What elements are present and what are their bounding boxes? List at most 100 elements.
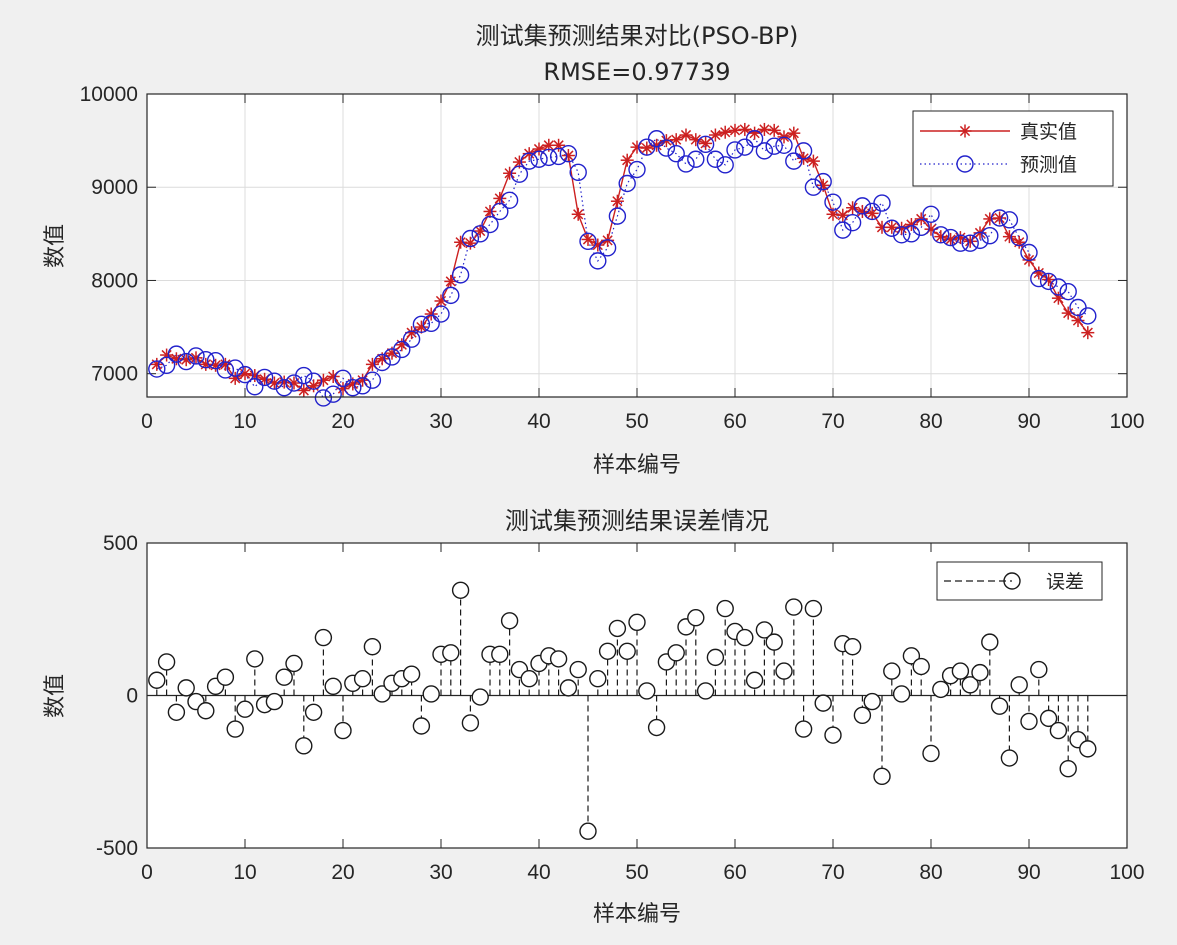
- actual-point: [356, 373, 370, 387]
- predicted-point: [461, 229, 480, 248]
- error-point: [873, 767, 891, 786]
- predicted-point: [922, 205, 940, 223]
- error-point: [422, 685, 440, 703]
- predicted-point: [667, 144, 685, 163]
- error-point: [1030, 660, 1048, 679]
- predicted-point: [491, 202, 509, 221]
- asterisk-stroke: [749, 128, 760, 139]
- predicted-point: [1000, 211, 1019, 229]
- error-point: [628, 613, 646, 631]
- error-x-axis-label: 样本编号: [593, 902, 681, 927]
- predicted-point: [608, 207, 627, 225]
- predicted-point: [1079, 307, 1097, 325]
- asterisk-stroke: [1072, 315, 1084, 326]
- actual-point: [1002, 230, 1016, 244]
- x-tick-label: 60: [723, 861, 746, 884]
- y-tick-label: 0: [126, 685, 138, 708]
- asterisk-stroke: [220, 359, 231, 370]
- predicted-point: [334, 369, 352, 388]
- actual-point: [620, 153, 634, 167]
- error-point: [148, 671, 166, 689]
- x-tick-label: 100: [1109, 861, 1144, 884]
- legend-label-predicted: 预测值: [1020, 154, 1077, 176]
- plot-frame: [146, 93, 1128, 398]
- asterisk-stroke: [514, 156, 525, 168]
- actual-point: [630, 140, 644, 154]
- error-point: [824, 726, 842, 744]
- error-point: [706, 648, 725, 667]
- x-tick-label: 30: [429, 410, 452, 433]
- predicted-point: [540, 148, 558, 167]
- error-chart-title: 测试集预测结果误差情况: [505, 507, 769, 535]
- predicted-point: [932, 226, 950, 244]
- error-point: [295, 737, 313, 755]
- predicted-point: [442, 286, 460, 305]
- error-point: [285, 654, 303, 673]
- predicted-point: [471, 225, 489, 243]
- predicted-point: [883, 219, 901, 237]
- predicted-point: [275, 378, 293, 397]
- x-tick-label: 40: [527, 861, 550, 884]
- asterisk-stroke: [416, 321, 427, 333]
- asterisk-stroke: [827, 209, 839, 220]
- actual-point: [679, 128, 693, 142]
- x-axis-label: 样本编号: [593, 453, 681, 478]
- legend-box: [912, 110, 1114, 187]
- error-point: [853, 706, 872, 725]
- predicted-point: [569, 163, 587, 182]
- x-tick-label: 80: [919, 410, 942, 433]
- asterisk-stroke: [543, 140, 554, 151]
- predicted-point: [941, 228, 960, 247]
- error-point: [716, 599, 734, 618]
- error-point: [755, 621, 774, 639]
- error-series-layer: [147, 581, 1127, 840]
- error-y-axis-label: 数值: [43, 674, 68, 718]
- error-point: [569, 660, 587, 679]
- predicted-point: [402, 330, 421, 348]
- actual-point: [787, 126, 801, 140]
- actual-point: [454, 235, 468, 249]
- actual-point: [571, 207, 585, 221]
- error-point: [814, 694, 832, 712]
- error-point: [951, 662, 970, 680]
- predicted-point: [647, 130, 666, 148]
- predicted-point: [197, 351, 215, 369]
- actual-point: [218, 357, 232, 371]
- error-legend-marker: [1003, 572, 1021, 590]
- error-point: [412, 717, 431, 735]
- error-point: [785, 598, 803, 616]
- predicted-point: [226, 359, 244, 377]
- predicted-point: [304, 372, 323, 390]
- predicted-point: [618, 174, 636, 193]
- y-tick-label: 9000: [91, 176, 138, 199]
- error-point: [843, 638, 862, 656]
- predicted-point: [843, 213, 862, 232]
- actual-point: [836, 208, 850, 222]
- x-tick-label: 90: [1017, 861, 1040, 884]
- predicted-point: [912, 218, 930, 237]
- legend-asterisk: [958, 124, 972, 138]
- predicted-point: [853, 197, 872, 215]
- actual-point: [1071, 314, 1085, 328]
- predicted-point: [246, 378, 264, 396]
- actual-point: [757, 122, 771, 136]
- predicted-point: [412, 315, 431, 333]
- predicted-point: [500, 191, 519, 209]
- error-point: [559, 679, 578, 697]
- actual-point: [581, 232, 595, 246]
- legend-marker-actual: [958, 124, 972, 138]
- predicted-point: [393, 340, 411, 359]
- actual-point: [885, 220, 899, 234]
- actual-point: [640, 141, 654, 155]
- actual-point: [699, 136, 713, 150]
- error-point: [324, 677, 342, 696]
- actual-point: [748, 126, 762, 140]
- asterisk-stroke: [710, 129, 721, 141]
- asterisk-stroke: [788, 128, 799, 139]
- predicted-point: [206, 351, 225, 370]
- asterisk-stroke: [1063, 307, 1074, 319]
- predicted-point: [265, 372, 284, 390]
- predicted-point: [579, 232, 597, 251]
- predicted-point: [344, 378, 362, 397]
- error-point: [892, 685, 911, 703]
